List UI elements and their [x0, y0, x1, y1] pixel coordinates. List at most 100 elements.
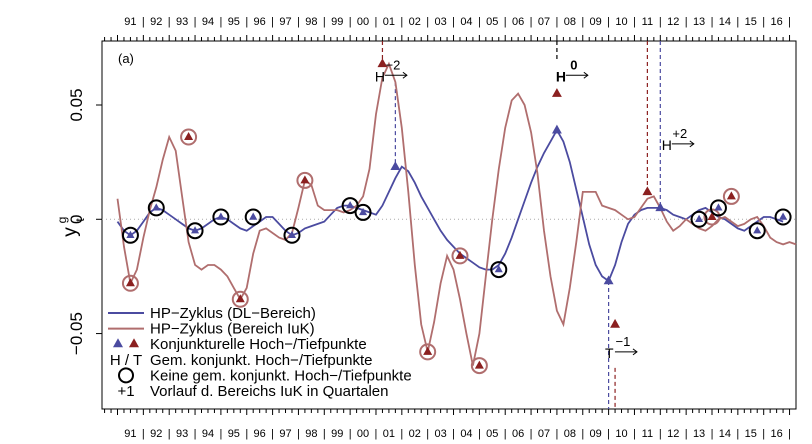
dl-turning-point [753, 226, 762, 234]
dl-turning-point [346, 201, 355, 209]
dl-no-common-circle [709, 199, 727, 217]
x-tick-separator: | [659, 428, 662, 440]
x-tick-label: 00 [357, 428, 369, 440]
x-tick-separator: | [711, 428, 714, 440]
dl-common-turning-point [551, 124, 562, 134]
iuk-no-common-circle [419, 343, 437, 361]
annotation-letter: T [605, 345, 614, 361]
series-line-dl [116, 128, 784, 283]
legend-label: HP−Zyklus (DL−Bereich) [150, 305, 316, 322]
x-tick-label: 01 [383, 16, 395, 28]
x-tick-separator: | [349, 428, 352, 440]
x-tick-separator: | [245, 16, 248, 28]
x-tick-label: 12 [667, 16, 679, 28]
x-tick-label: 92 [150, 16, 162, 28]
x-tick-label: 13 [693, 16, 705, 28]
x-tick-label: 94 [202, 428, 214, 440]
dl-turning-point [126, 230, 135, 238]
x-tick-separator: | [452, 428, 455, 440]
y-axis-label-super: g [55, 217, 69, 224]
x-tick-separator: | [659, 16, 662, 28]
x-tick-label: 08 [564, 16, 576, 28]
annotation-lead: 0 [570, 57, 577, 72]
x-tick-label: 02 [409, 16, 421, 28]
legend-label: Gem. konjunkt. Hoch−/Tiefpunkte [150, 352, 372, 369]
x-tick-label: 15 [745, 16, 757, 28]
x-tick-separator: | [245, 428, 248, 440]
x-axis-top: 91 | 92 | 93 | 94 | 95 | 96 | 97 | 98 | 99 | 00 | 01 | 02 | 03 | 0… [104, 16, 791, 41]
annotation-arrow-head [689, 140, 695, 148]
x-tick-separator: | [219, 428, 222, 440]
series-line-iuk [116, 61, 797, 366]
x-tick-label: 97 [279, 16, 291, 28]
x-tick-label: 91 [124, 16, 136, 28]
annotation-letter: H [662, 137, 672, 153]
x-tick-label: 05 [486, 16, 498, 28]
x-tick-separator: | [400, 16, 403, 28]
x-tick-label: 16 [770, 16, 782, 28]
legend-triangle-iuk [129, 338, 139, 348]
iuk-common-turning-point [551, 88, 562, 97]
x-tick-label: 07 [538, 16, 550, 28]
x-tick-separator: | [271, 16, 274, 28]
x-tick-separator: | [297, 428, 300, 440]
legend-label: Konjunkturelle Hoch−/Tiefpunkte [150, 336, 367, 353]
y-tick-label: −0.05 [67, 312, 86, 355]
x-tick-separator: | [400, 428, 403, 440]
dl-turning-point [359, 207, 368, 216]
x-tick-separator: | [375, 16, 378, 28]
dl-turning-point [249, 212, 258, 220]
dl-no-common-circle [244, 208, 262, 226]
dl-turning-point [191, 226, 200, 234]
x-tick-separator: | [581, 16, 584, 28]
dl-no-common-circle [283, 226, 301, 244]
legend-label: HP−Zyklus (Bereich IuK) [150, 321, 315, 338]
x-tick-label: 10 [615, 16, 627, 28]
x-tick-label: 16 [770, 428, 782, 440]
iuk-turning-point [474, 360, 484, 369]
y-tick-label: 0.05 [67, 88, 86, 121]
x-tick-label: 03 [434, 428, 446, 440]
lead-annotation: H−2 [375, 57, 408, 84]
legend-symbol-text: H / T [110, 352, 142, 369]
x-tick-label: 03 [434, 16, 446, 28]
x-tick-label: 94 [202, 16, 214, 28]
iuk-common-turning-point [377, 58, 388, 68]
x-tick-label: 96 [254, 16, 266, 28]
iuk-turning-point [125, 278, 135, 287]
x-tick-label: 00 [357, 16, 369, 28]
dl-no-common-circle [186, 222, 204, 240]
legend-symbol: H / T [110, 352, 142, 369]
dl-turning-point [216, 212, 225, 220]
dl-turning-point [695, 214, 704, 222]
iuk-no-common-circle [121, 274, 139, 292]
x-tick-label: 13 [693, 428, 705, 440]
x-tick-separator: | [685, 16, 688, 28]
legend: HP−Zyklus (DL−Bereich)HP−Zyklus (Bereich… [108, 305, 412, 400]
x-tick-label: 99 [331, 428, 343, 440]
dl-no-common-circle [690, 210, 708, 228]
x-tick-separator: | [607, 428, 610, 440]
panel-label: (a) [118, 51, 134, 66]
plot-frame [101, 40, 797, 410]
x-tick-separator: | [478, 16, 481, 28]
dl-turning-point [779, 212, 788, 220]
x-tick-label: 15 [745, 428, 757, 440]
legend-triangle-dl [113, 338, 123, 348]
x-tick-label: 98 [305, 428, 317, 440]
x-tick-separator: | [426, 16, 429, 28]
dl-no-common-circle [341, 197, 359, 215]
iuk-common-turning-point [610, 318, 621, 328]
x-tick-separator: | [478, 428, 481, 440]
x-tick-separator: | [504, 428, 507, 440]
x-tick-separator: | [194, 16, 197, 28]
x-tick-label: 04 [460, 428, 472, 440]
legend-symbol-text: +1 [117, 383, 134, 400]
x-tick-label: 96 [254, 428, 266, 440]
x-tick-label: 93 [176, 428, 188, 440]
lead-annotation: H+2 [662, 126, 695, 153]
x-axis-bottom: 91 | 92 | 93 | 94 | 95 | 96 | 97 | 98 | 99 | 00 | 01 | 02 | 03 | 0… [104, 409, 791, 440]
x-tick-separator: | [168, 428, 171, 440]
x-tick-label: 09 [590, 16, 602, 28]
x-tick-separator: | [788, 16, 791, 28]
